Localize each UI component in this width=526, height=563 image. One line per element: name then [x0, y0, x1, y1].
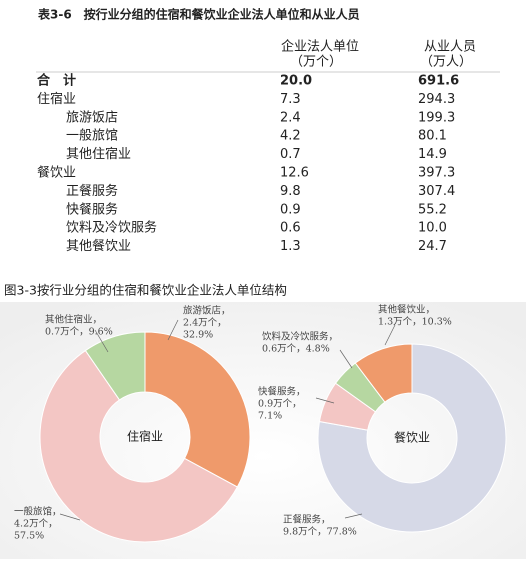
segment-label: 正餐服务，: [283, 514, 331, 526]
segment-label: 1.3万个，10.3%: [378, 317, 452, 328]
row-label: 一般旅馆: [66, 128, 118, 144]
row-label: 其他住宿业: [66, 146, 131, 162]
table-title: 表3-6 按行业分组的住宿和餐饮业企业法人单位和从业人员: [37, 7, 360, 22]
column-unit: （万个）: [290, 55, 342, 70]
cell: 199.3: [418, 110, 455, 125]
cell: 24.7: [418, 239, 447, 254]
segment-label: 2.4万个，: [183, 318, 227, 329]
row-label: 正餐服务: [66, 183, 118, 199]
column-header: 从业人员: [424, 40, 476, 55]
row-label: 饮料及冷饮服务: [66, 220, 157, 236]
cell: 397.3: [418, 166, 455, 181]
cell: 80.1: [418, 129, 447, 144]
donut-segment: [39, 349, 239, 543]
donut-segment: [317, 343, 507, 533]
center-label: 餐饮业: [394, 430, 430, 445]
leader-line: [315, 397, 335, 404]
leader-line: [167, 319, 179, 341]
segment-label: 7.1%: [258, 411, 282, 422]
cell: 0.9: [280, 202, 301, 217]
segment-label: 0.6万个，4.8%: [262, 344, 330, 355]
segment-label: 4.2万个，: [14, 519, 58, 530]
cell: 9.8: [280, 184, 301, 199]
cell: 0.7: [280, 147, 301, 162]
cell: 1.3: [280, 239, 301, 254]
leader-line: [94, 329, 109, 353]
leader-line: [59, 513, 81, 521]
cell: 307.4: [418, 184, 455, 199]
segment-label: 一般旅馆，: [14, 506, 62, 518]
segment-label: 57.5%: [14, 531, 44, 542]
figure-title: 图3-3按行业分组的住宿和餐饮业企业法人单位结构: [4, 283, 287, 298]
donut-segment: [354, 343, 413, 403]
cell: 20.0: [280, 74, 312, 89]
segment-label: 旅游饭店，: [183, 305, 231, 317]
center-label: 住宿业: [127, 429, 163, 444]
segment-label: 9.8万个，77.8%: [283, 527, 357, 538]
column-header: 企业法人单位: [281, 39, 359, 55]
leader-line: [344, 513, 363, 519]
segment-label: 0.9万个，: [258, 399, 302, 410]
leader-line: [339, 349, 353, 369]
row-label: 其他餐饮业: [66, 238, 131, 254]
cell: 0.6: [280, 221, 301, 236]
leader-line: [384, 324, 396, 346]
row-label: 住宿业: [37, 91, 76, 107]
row-label: 快餐服务: [66, 201, 118, 217]
segment-label: 其他餐饮业，: [378, 304, 435, 316]
row-label: 旅游饭店: [66, 110, 118, 125]
cell: 55.2: [418, 202, 447, 217]
segment-label: 饮料及冷饮服务，: [262, 331, 338, 343]
segment-label: 32.9%: [183, 330, 213, 341]
cell: 12.6: [280, 166, 309, 181]
segment-label: 0.7万个，9.6%: [45, 327, 113, 338]
cell: 7.3: [280, 92, 301, 107]
cell: 10.0: [418, 221, 447, 236]
row-label: 餐饮业: [37, 165, 76, 181]
row-label: 合 计: [37, 73, 76, 89]
cell: 294.3: [418, 92, 455, 107]
donut-segment: [144, 331, 251, 488]
cell: 691.6: [418, 74, 459, 89]
cell: 4.2: [280, 129, 301, 144]
donut-segment: [84, 331, 146, 401]
cell: 2.4: [280, 110, 301, 125]
segment-label: 其他住宿业，: [45, 314, 102, 326]
segment-label: 快餐服务，: [258, 386, 306, 398]
column-unit: （万人）: [420, 55, 472, 70]
cell: 14.9: [418, 147, 447, 162]
